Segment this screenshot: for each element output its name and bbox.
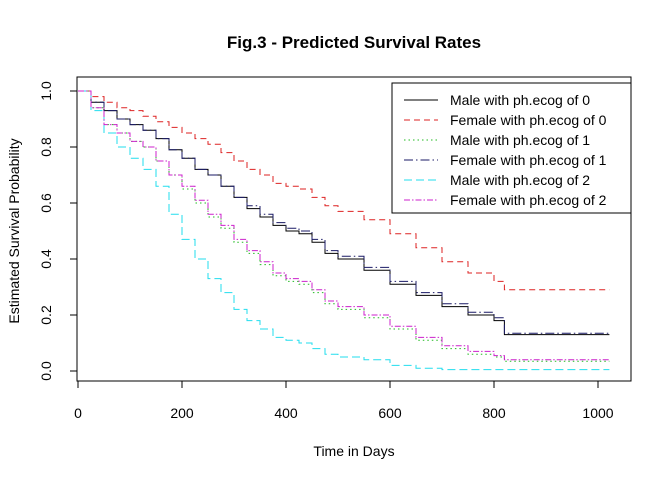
y-tick-label: 0.6 [38, 193, 54, 213]
x-axis: 0 200 400 600 800 1000 [74, 380, 614, 421]
legend-label: Female with ph.ecog of 0 [450, 112, 607, 128]
y-tick-label: 0.0 [38, 361, 54, 381]
x-tick-label: 400 [274, 405, 298, 421]
series-line-2 [78, 90, 610, 291]
legend-label: Male with ph.ecog of 1 [450, 132, 590, 148]
chart-title: Fig.3 - Predicted Survival Rates [227, 33, 481, 52]
y-axis: 0.0 0.2 0.4 0.6 0.8 1.0 [38, 81, 78, 381]
x-tick-label: 600 [378, 405, 402, 421]
y-tick-label: 0.4 [38, 249, 54, 269]
legend-label: Male with ph.ecog of 0 [450, 92, 590, 108]
legend-label: Female with ph.ecog of 2 [450, 192, 607, 208]
legend-label: Female with ph.ecog of 1 [450, 152, 607, 168]
series-line-4 [78, 90, 610, 334]
series-line-5 [78, 90, 610, 371]
plot-lines [78, 90, 610, 371]
series-line-6 [78, 90, 610, 361]
y-tick-label: 0.2 [38, 305, 54, 325]
y-tick-label: 0.8 [38, 137, 54, 157]
x-tick-label: 0 [74, 405, 82, 421]
y-tick-label: 1.0 [38, 81, 54, 101]
y-axis-label: Estimated Survival Probability [6, 138, 22, 323]
x-tick-label: 200 [170, 405, 194, 421]
x-tick-label: 800 [482, 405, 506, 421]
legend-label: Male with ph.ecog of 2 [450, 172, 590, 188]
legend: Male with ph.ecog of 0 Female with ph.eco… [391, 82, 632, 214]
legend-box [391, 82, 632, 214]
x-tick-label: 1000 [582, 405, 613, 421]
x-axis-label: Time in Days [313, 443, 394, 459]
